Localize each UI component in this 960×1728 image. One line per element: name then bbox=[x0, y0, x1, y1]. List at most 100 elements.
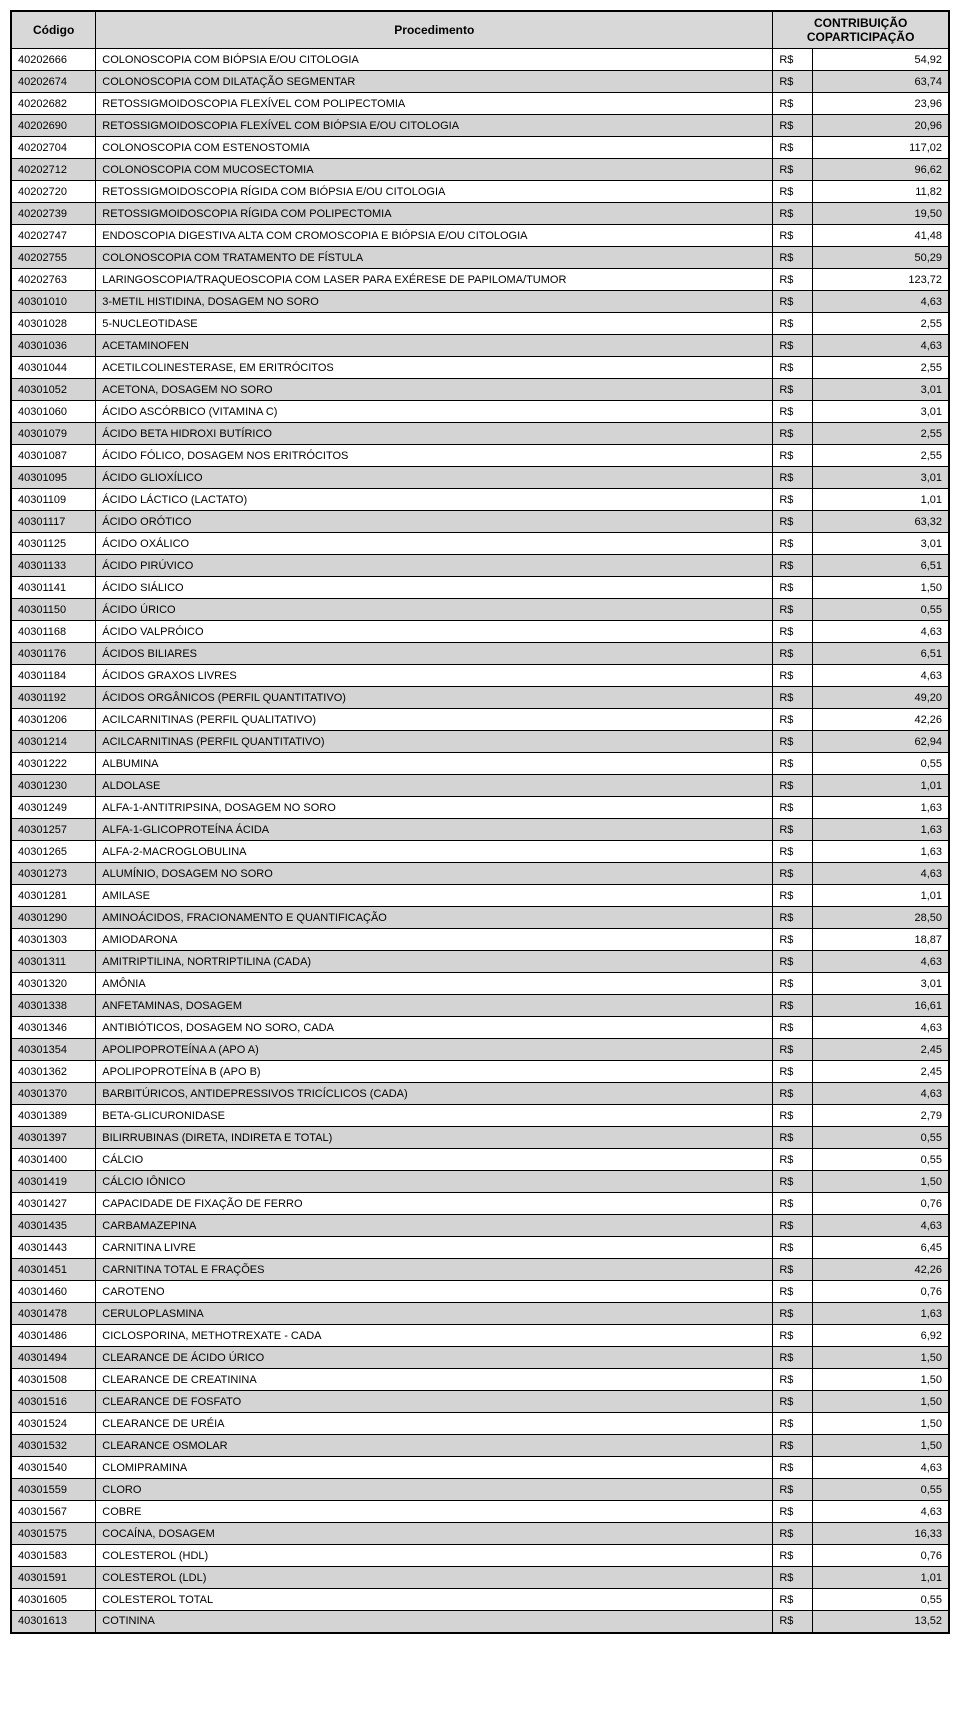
cell-procedimento: ÁCIDO FÓLICO, DOSAGEM NOS ERITRÓCITOS bbox=[96, 445, 773, 467]
cell-codigo: 40301346 bbox=[11, 1017, 96, 1039]
cell-procedimento: COLONOSCOPIA COM ESTENOSTOMIA bbox=[96, 137, 773, 159]
cell-value: 2,55 bbox=[812, 313, 949, 335]
cell-value: 4,63 bbox=[812, 1083, 949, 1105]
table-row: 40301214ACILCARNITINAS (PERFIL QUANTITAT… bbox=[11, 731, 949, 753]
table-row: 40301400CÁLCIOR$0,55 bbox=[11, 1149, 949, 1171]
cell-codigo: 40301184 bbox=[11, 665, 96, 687]
cell-value: 96,62 bbox=[812, 159, 949, 181]
cell-value: 0,55 bbox=[812, 1479, 949, 1501]
cell-value: 2,55 bbox=[812, 445, 949, 467]
cell-procedimento: CARBAMAZEPINA bbox=[96, 1215, 773, 1237]
table-row: 40301508CLEARANCE DE CREATININAR$1,50 bbox=[11, 1369, 949, 1391]
cell-currency: R$ bbox=[773, 687, 813, 709]
cell-value: 16,33 bbox=[812, 1523, 949, 1545]
cell-codigo: 40301516 bbox=[11, 1391, 96, 1413]
cell-currency: R$ bbox=[773, 819, 813, 841]
cell-procedimento: RETOSSIGMOIDOSCOPIA RÍGIDA COM POLIPECTO… bbox=[96, 203, 773, 225]
cell-currency: R$ bbox=[773, 291, 813, 313]
cell-procedimento: ALBUMINA bbox=[96, 753, 773, 775]
table-row: 40301389BETA-GLICURONIDASER$2,79 bbox=[11, 1105, 949, 1127]
table-row: 40301419CÁLCIO IÔNICOR$1,50 bbox=[11, 1171, 949, 1193]
table-row: 40301303AMIODARONAR$18,87 bbox=[11, 929, 949, 951]
table-row: 40301044ACETILCOLINESTERASE, EM ERITRÓCI… bbox=[11, 357, 949, 379]
cell-currency: R$ bbox=[773, 555, 813, 577]
cell-value: 3,01 bbox=[812, 401, 949, 423]
cell-currency: R$ bbox=[773, 445, 813, 467]
cell-currency: R$ bbox=[773, 511, 813, 533]
table-row: 40301311AMITRIPTILINA, NORTRIPTILINA (CA… bbox=[11, 951, 949, 973]
table-header-row: Código Procedimento CONTRIBUIÇÃO COPARTI… bbox=[11, 11, 949, 49]
cell-procedimento: ÁCIDO ORÓTICO bbox=[96, 511, 773, 533]
cell-codigo: 40202747 bbox=[11, 225, 96, 247]
cell-procedimento: CARNITINA LIVRE bbox=[96, 1237, 773, 1259]
table-row: 40301540CLOMIPRAMINAR$4,63 bbox=[11, 1457, 949, 1479]
cell-value: 3,01 bbox=[812, 533, 949, 555]
cell-codigo: 40301591 bbox=[11, 1567, 96, 1589]
table-row: 40202704COLONOSCOPIA COM ESTENOSTOMIAR$1… bbox=[11, 137, 949, 159]
cell-procedimento: ACETILCOLINESTERASE, EM ERITRÓCITOS bbox=[96, 357, 773, 379]
cell-codigo: 40301290 bbox=[11, 907, 96, 929]
cell-currency: R$ bbox=[773, 1457, 813, 1479]
cell-codigo: 40202720 bbox=[11, 181, 96, 203]
cell-procedimento: ALFA-1-ANTITRIPSINA, DOSAGEM NO SORO bbox=[96, 797, 773, 819]
cell-procedimento: BARBITÚRICOS, ANTIDEPRESSIVOS TRICÍCLICO… bbox=[96, 1083, 773, 1105]
table-row: 40301583COLESTEROL (HDL)R$0,76 bbox=[11, 1545, 949, 1567]
cell-value: 4,63 bbox=[812, 951, 949, 973]
cell-currency: R$ bbox=[773, 115, 813, 137]
cell-value: 1,50 bbox=[812, 1391, 949, 1413]
cell-value: 62,94 bbox=[812, 731, 949, 753]
cell-procedimento: CLEARANCE OSMOLAR bbox=[96, 1435, 773, 1457]
cell-currency: R$ bbox=[773, 577, 813, 599]
cell-procedimento: ACETAMINOFEN bbox=[96, 335, 773, 357]
cell-value: 3,01 bbox=[812, 379, 949, 401]
table-row: 40202666COLONOSCOPIA COM BIÓPSIA E/OU CI… bbox=[11, 49, 949, 71]
cell-currency: R$ bbox=[773, 423, 813, 445]
cell-currency: R$ bbox=[773, 1303, 813, 1325]
cell-codigo: 40301559 bbox=[11, 1479, 96, 1501]
cell-procedimento: ÁCIDO VALPRÓICO bbox=[96, 621, 773, 643]
cell-codigo: 40301540 bbox=[11, 1457, 96, 1479]
cell-value: 16,61 bbox=[812, 995, 949, 1017]
cell-procedimento: 3-METIL HISTIDINA, DOSAGEM NO SORO bbox=[96, 291, 773, 313]
cell-value: 4,63 bbox=[812, 863, 949, 885]
cell-currency: R$ bbox=[773, 335, 813, 357]
cell-codigo: 40202763 bbox=[11, 269, 96, 291]
cell-codigo: 40301257 bbox=[11, 819, 96, 841]
cell-currency: R$ bbox=[773, 797, 813, 819]
cell-currency: R$ bbox=[773, 1589, 813, 1611]
table-row: 40202712COLONOSCOPIA COM MUCOSECTOMIAR$9… bbox=[11, 159, 949, 181]
cell-value: 0,55 bbox=[812, 599, 949, 621]
cell-procedimento: RETOSSIGMOIDOSCOPIA FLEXÍVEL COM BIÓPSIA… bbox=[96, 115, 773, 137]
cell-procedimento: ÁCIDOS ORGÂNICOS (PERFIL QUANTITATIVO) bbox=[96, 687, 773, 709]
cell-value: 63,32 bbox=[812, 511, 949, 533]
cell-codigo: 40301508 bbox=[11, 1369, 96, 1391]
table-row: 40301109ÁCIDO LÁCTICO (LACTATO)R$1,01 bbox=[11, 489, 949, 511]
table-row: 40301451CARNITINA TOTAL E FRAÇÕESR$42,26 bbox=[11, 1259, 949, 1281]
cell-codigo: 40202666 bbox=[11, 49, 96, 71]
cell-codigo: 40301486 bbox=[11, 1325, 96, 1347]
cell-currency: R$ bbox=[773, 753, 813, 775]
table-row: 40301532CLEARANCE OSMOLARR$1,50 bbox=[11, 1435, 949, 1457]
table-row: 40301567COBRER$4,63 bbox=[11, 1501, 949, 1523]
cell-currency: R$ bbox=[773, 885, 813, 907]
cell-codigo: 40301362 bbox=[11, 1061, 96, 1083]
cell-codigo: 40301273 bbox=[11, 863, 96, 885]
table-row: 40301230ALDOLASER$1,01 bbox=[11, 775, 949, 797]
cell-value: 18,87 bbox=[812, 929, 949, 951]
cell-currency: R$ bbox=[773, 225, 813, 247]
cell-codigo: 40301575 bbox=[11, 1523, 96, 1545]
cell-codigo: 40301605 bbox=[11, 1589, 96, 1611]
cell-value: 2,45 bbox=[812, 1061, 949, 1083]
cell-value: 4,63 bbox=[812, 621, 949, 643]
cell-codigo: 40202682 bbox=[11, 93, 96, 115]
cell-procedimento: ALUMÍNIO, DOSAGEM NO SORO bbox=[96, 863, 773, 885]
cell-codigo: 40301303 bbox=[11, 929, 96, 951]
cell-value: 6,51 bbox=[812, 643, 949, 665]
cell-value: 4,63 bbox=[812, 1215, 949, 1237]
table-row: 40202682RETOSSIGMOIDOSCOPIA FLEXÍVEL COM… bbox=[11, 93, 949, 115]
cell-codigo: 40301478 bbox=[11, 1303, 96, 1325]
table-row: 40301079ÁCIDO BETA HIDROXI BUTÍRICOR$2,5… bbox=[11, 423, 949, 445]
cell-value: 4,63 bbox=[812, 1457, 949, 1479]
cell-currency: R$ bbox=[773, 621, 813, 643]
cell-currency: R$ bbox=[773, 1061, 813, 1083]
